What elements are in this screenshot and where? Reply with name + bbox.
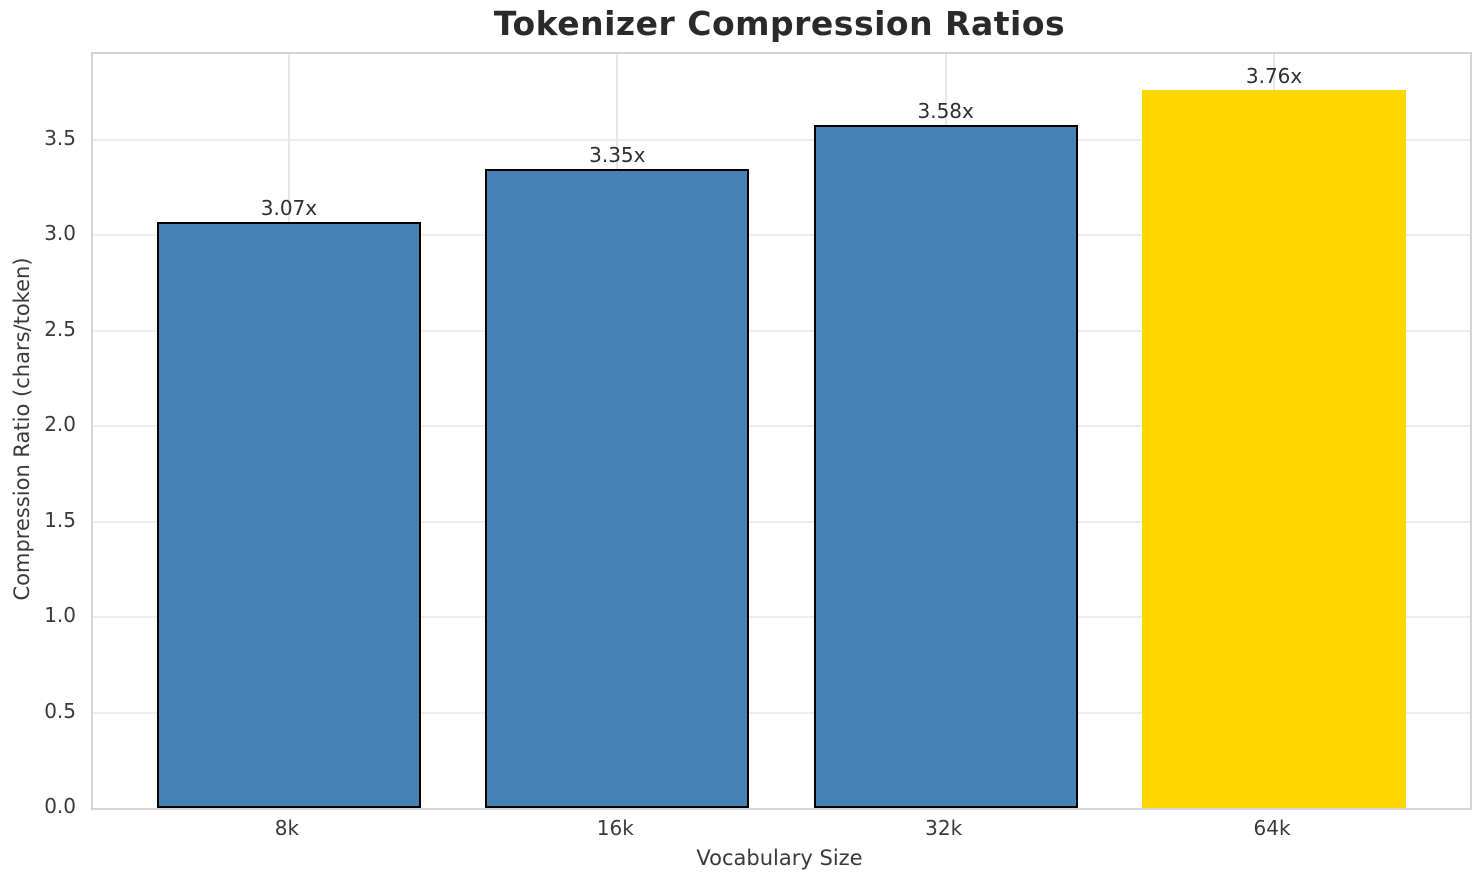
y-tick-label: 0.5 [44,698,76,723]
chart-title: Tokenizer Compression Ratios [493,4,1066,43]
bar-value-label: 3.35x [589,142,646,167]
y-tick-label: 0.0 [44,794,76,818]
bar-value-label: 3.07x [260,195,318,220]
y-tick-label: 2.5 [44,316,76,341]
x-tick-label-32k: 32k [925,816,963,840]
bar-64k [1142,90,1407,808]
gridline-horizontal [93,425,1470,428]
x-tick-label-64k: 64k [1253,816,1291,840]
bar-value-label: 3.58x [917,98,974,123]
gridline-horizontal [93,711,1470,714]
x-tick-label-16k: 16k [596,816,634,840]
y-tick-label: 1.0 [44,603,76,628]
bar-32k [813,124,1078,808]
gridline-horizontal [93,520,1470,523]
y-tick-label: 3.5 [44,125,76,150]
bar-16k [485,168,750,808]
gridline-horizontal [93,616,1470,619]
bar-8k [156,221,421,808]
x-axis-label: Vocabulary Size [696,846,863,870]
bar-value-label: 3.76x [1245,64,1303,89]
x-tick-labels: 8k 16k 32k 64k [91,816,1468,846]
plot-area: 3.07x 3.35x 3.58x 3.76x [91,52,1472,810]
y-tick-label: 3.0 [44,221,76,246]
gridline-horizontal [93,234,1470,237]
y-tick-labels: 0.0 0.5 1.0 1.5 2.0 2.5 3.0 3.5 [0,52,76,818]
y-tick-label: 2.0 [44,412,76,437]
y-tick-label: 1.5 [44,507,76,532]
x-tick-label-8k: 8k [274,816,300,840]
gridline-horizontal [93,138,1470,141]
gridline-horizontal [93,329,1470,332]
